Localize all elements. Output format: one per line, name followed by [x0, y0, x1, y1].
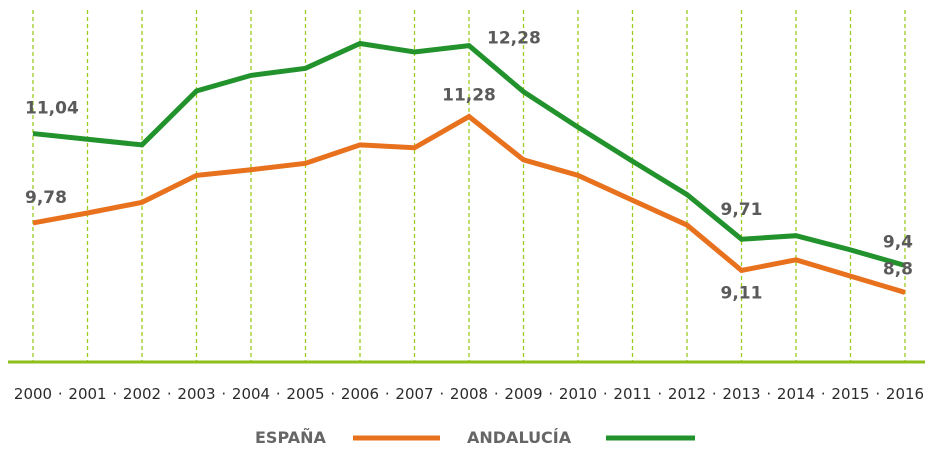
x-tick-label-2011: 2011 [613, 385, 651, 403]
x-tick-label-2016: 2016 [886, 385, 924, 403]
x-tick-separator: · [766, 385, 771, 403]
legend-label-0: ESPAÑA [255, 428, 326, 447]
series-line-0 [32, 113, 906, 295]
data-labels: 9,78 11,04 11,28 12,28 9,71 9,11 9,4 8,8 [25, 29, 913, 304]
data-label-2008-andalucia: 12,28 [487, 29, 541, 49]
x-tick-separator: · [276, 385, 281, 403]
x-tick-label-2006: 2006 [341, 385, 379, 403]
legend: ESPAÑA ANDALUCÍA [255, 428, 695, 447]
x-tick-separator: · [221, 385, 226, 403]
x-tick-separator: · [58, 385, 63, 403]
x-tick-label-2013: 2013 [722, 385, 760, 403]
x-tick-label-2004: 2004 [232, 385, 270, 403]
x-tick-label-2009: 2009 [504, 385, 542, 403]
x-tick-label-2008: 2008 [450, 385, 488, 403]
x-tick-separator: · [712, 385, 717, 403]
data-label-2000-andalucia: 11,04 [25, 99, 79, 119]
x-tick-label-2014: 2014 [777, 385, 815, 403]
x-tick-label-2007: 2007 [395, 385, 433, 403]
data-label-2016-andalucia: 9,4 [883, 232, 913, 252]
series-lines [32, 40, 906, 295]
x-tick-label-2012: 2012 [668, 385, 706, 403]
x-tick-separator: · [657, 385, 662, 403]
x-tick-labels: 2000 · 2001 · 2002 · 2003 · 2004 · 2005 · 2006 · 2007 ·… [14, 385, 924, 403]
data-label-2013-andalucia: 9,71 [721, 200, 763, 220]
x-tick-separator: · [167, 385, 172, 403]
legend-label-1: ANDALUCÍA [467, 428, 572, 447]
x-tick-separator: · [821, 385, 826, 403]
data-label-2000-espana: 9,78 [25, 188, 67, 208]
x-tick-separator: · [385, 385, 390, 403]
x-tick-label-2001: 2001 [68, 385, 106, 403]
data-label-2008-espana: 11,28 [442, 86, 496, 106]
x-tick-separator: · [330, 385, 335, 403]
x-tick-separator: · [875, 385, 880, 403]
x-tick-label-2005: 2005 [286, 385, 324, 403]
x-tick-separator: · [548, 385, 553, 403]
x-tick-label-2003: 2003 [177, 385, 215, 403]
x-tick-label-2002: 2002 [123, 385, 161, 403]
x-tick-label-2000: 2000 [14, 385, 52, 403]
x-tick-separator: · [494, 385, 499, 403]
x-tick-separator: · [603, 385, 608, 403]
data-label-2013-espana: 9,11 [721, 283, 763, 303]
gridlines [32, 10, 906, 362]
x-tick-label-2010: 2010 [559, 385, 597, 403]
series-line-1 [32, 40, 906, 268]
x-tick-label-2015: 2015 [831, 385, 869, 403]
x-tick-separator: · [112, 385, 117, 403]
data-label-2016-espana: 8,8 [883, 259, 913, 279]
x-tick-separator: · [439, 385, 444, 403]
